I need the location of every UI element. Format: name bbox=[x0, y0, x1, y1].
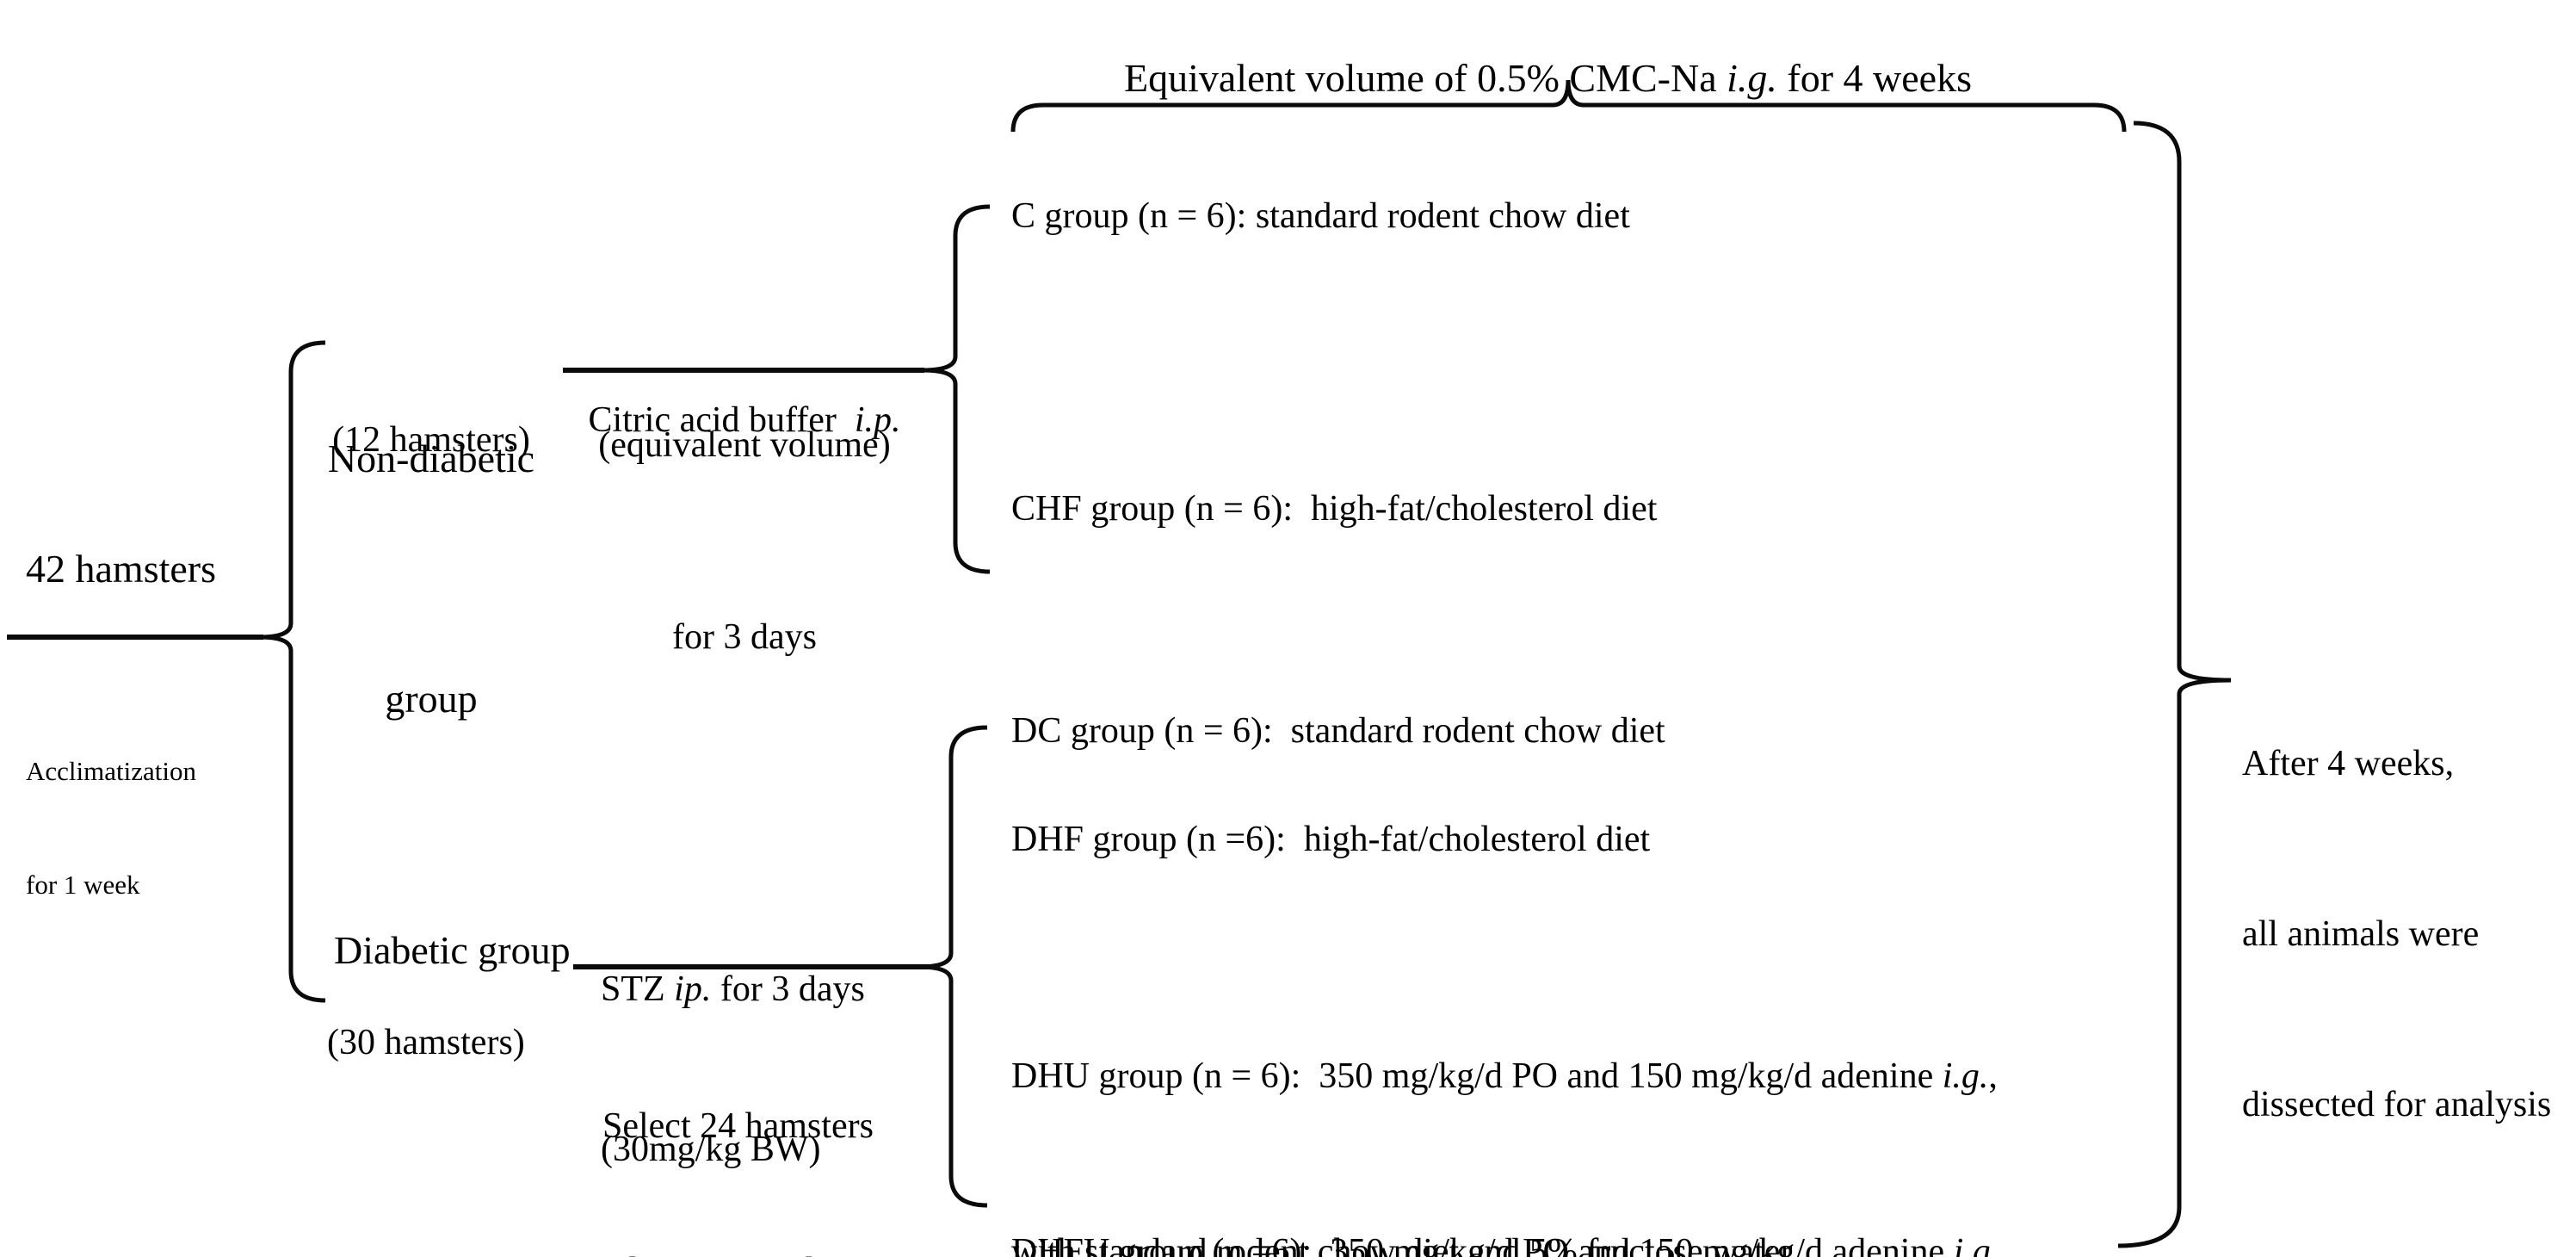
nondiabetic-treatment-below: (equivalent volume) bbox=[598, 425, 891, 465]
stz-text: STZ bbox=[601, 969, 675, 1009]
nondiabetic-label-line1: Non-diabetic bbox=[327, 437, 535, 480]
dhu-tail: , bbox=[1988, 1056, 1998, 1096]
group-line-c: C group (n = 6): standard rodent chow di… bbox=[1011, 196, 1630, 236]
selection-line1: Select 24 hamsters bbox=[602, 1106, 874, 1146]
diabetic-count: (30 hamsters) bbox=[327, 1023, 525, 1062]
outcome-line3: dissected for analysis bbox=[2242, 1085, 2552, 1124]
outcome-line2: all animals were bbox=[2242, 914, 2480, 954]
nondiabetic-group-label: Non-diabetic group bbox=[320, 258, 542, 899]
top-title-tail: for 4 weeks bbox=[1776, 56, 1972, 101]
brace-top-cmc bbox=[1010, 79, 2127, 133]
diabetic-treatment-label: STZ ip. for 3 days (30mg/kg BW) bbox=[601, 856, 865, 1257]
stz-tail: for 3 days bbox=[711, 969, 865, 1009]
brace-split-main bbox=[259, 340, 326, 1003]
brace-nondiabetic-groups bbox=[922, 204, 991, 574]
group-line-dc: DC group (n = 6): standard rodent chow d… bbox=[1011, 711, 1665, 751]
selection-line2: Glu ≥12 mmol/L bbox=[602, 1247, 874, 1257]
citric-route-italic: i.p. bbox=[854, 400, 901, 440]
diabetic-treatment-line2: (30mg/kg BW) bbox=[601, 1130, 821, 1169]
dhfu-route-italic: i.g. bbox=[1953, 1232, 2000, 1257]
acclimatization-line2: for 1 week bbox=[26, 870, 140, 900]
brace-outcome bbox=[2117, 121, 2232, 1248]
dhu-line2: with standard rodent chow diet and 5% fr… bbox=[1011, 1232, 1793, 1257]
acclimatization-note: Acclimatization for 1 week bbox=[26, 677, 196, 980]
total-animals-label: 42 hamsters bbox=[26, 547, 217, 591]
group-line-dhf: DHF group (n =6): high-fat/cholesterol d… bbox=[1011, 820, 1651, 859]
diabetic-treatment-line1: STZ ip. for 3 days bbox=[601, 963, 865, 1016]
dhu-text: DHU group (n = 6): 350 mg/kg/d PO and 15… bbox=[1011, 1056, 1943, 1096]
dhfu-line1: DHFU group (n =6): 350 mg/kg/d PO and 15… bbox=[1011, 1223, 2009, 1257]
top-title-text: Equivalent volume of 0.5% CMC-Na bbox=[1124, 56, 1727, 101]
nondiabetic-treatment-label: Citric acid buffer i.p. for 3 days bbox=[564, 239, 925, 818]
dhu-route-italic: i.g. bbox=[1942, 1056, 1989, 1096]
citric-text: Citric acid buffer bbox=[588, 400, 855, 440]
diabetic-group-label: Diabetic group bbox=[334, 928, 571, 972]
outcome-line1: After 4 weeks, bbox=[2242, 744, 2455, 783]
nondiabetic-count: (12 hamsters) bbox=[332, 420, 530, 460]
nondiabetic-label-line2: group bbox=[385, 677, 478, 721]
dhfu-tail: , bbox=[1999, 1232, 2009, 1257]
diabetic-selection-note: Select 24 hamsters Glu ≥12 mmol/L bbox=[602, 1006, 874, 1257]
stz-route-italic: ip. bbox=[674, 969, 712, 1009]
outcome-note: After 4 weeks, all animals were dissecte… bbox=[2242, 622, 2551, 1247]
top-treatment-title: Equivalent volume of 0.5% CMC-Na i.g. fo… bbox=[1084, 7, 1972, 150]
nondiabetic-treatment-line1: Citric acid buffer i.p. bbox=[564, 384, 925, 456]
group-line-chf: CHF group (n = 6): high-fat/cholesterol … bbox=[1011, 489, 1658, 529]
acclimatization-line1: Acclimatization bbox=[26, 756, 196, 786]
dhu-line1: DHU group (n = 6): 350 mg/kg/d PO and 15… bbox=[1011, 1047, 1998, 1105]
nondiabetic-treatment-line2: for 3 days bbox=[672, 617, 817, 657]
brace-diabetic-groups bbox=[918, 725, 988, 1208]
top-title-italic: i.g. bbox=[1727, 56, 1777, 101]
dhfu-text: DHFU group (n =6): 350 mg/kg/d PO and 15… bbox=[1011, 1232, 1954, 1257]
group-line-dhu: DHU group (n = 6): 350 mg/kg/d PO and 15… bbox=[1011, 930, 1998, 1257]
group-line-dhfu: DHFU group (n =6): 350 mg/kg/d PO and 15… bbox=[1011, 1105, 2009, 1257]
